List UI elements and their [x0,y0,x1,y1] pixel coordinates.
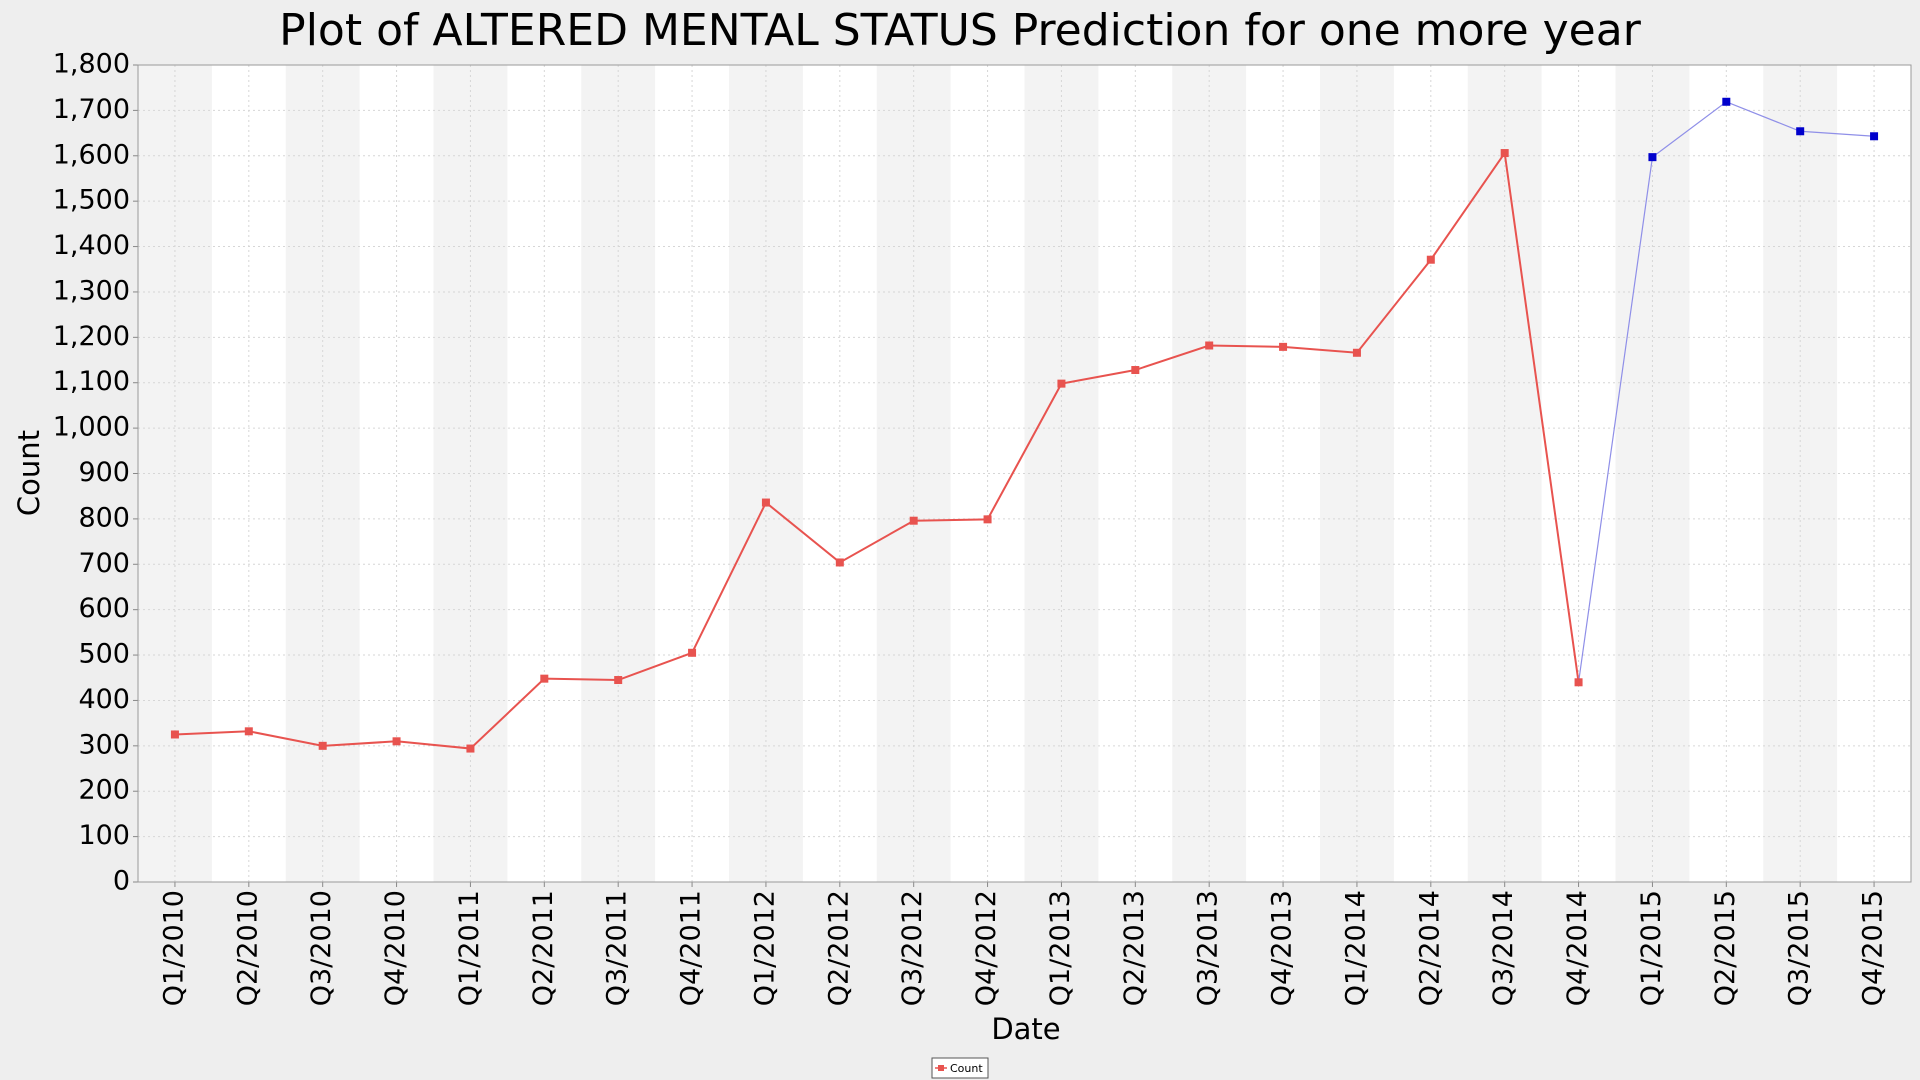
y-tick-label: 1,300 [53,275,130,306]
point [1131,366,1140,375]
x-tick-label: Q3/2012 [897,890,928,1006]
point [392,737,401,746]
point [1057,379,1066,388]
x-tick-label: Q2/2015 [1710,890,1741,1006]
x-tick-label: Q2/2014 [1414,890,1445,1006]
x-tick-label: Q4/2013 [1267,890,1298,1006]
point [1352,348,1361,357]
point [1279,342,1288,351]
x-axis-label: Date [991,1012,1060,1046]
x-tick-label: Q1/2015 [1636,890,1667,1006]
point [1500,149,1509,158]
legend-marker [938,1065,944,1071]
series-line [1652,101,1875,158]
category-band [729,65,803,882]
point [1722,97,1731,106]
point [1426,255,1435,264]
point [909,516,918,525]
x-tick-label: Q4/2014 [1562,890,1593,1006]
point [540,674,549,683]
point [244,727,253,736]
x-tick-label: Q3/2010 [306,890,337,1006]
y-tick-label: 600 [78,593,130,624]
x-tick-label: Q1/2013 [1045,890,1076,1006]
x-tick-label: Q3/2015 [1784,890,1815,1006]
x-tick-label: Q3/2011 [602,890,633,1006]
y-tick-label: 1,600 [53,139,130,170]
series-connector [1577,157,1654,683]
y-tick-label: 800 [78,502,130,533]
x-tick-label: Q1/2010 [158,890,189,1006]
x-tick-label: Q2/2010 [232,890,263,1006]
y-tick-label: 1,700 [53,94,130,125]
x-tick-label: Q4/2011 [676,890,707,1006]
x-tick-label: Q3/2013 [1193,890,1224,1006]
y-tick-label: 300 [78,729,130,760]
y-tick-label: 1,200 [53,321,130,352]
point [835,558,844,567]
y-tick-label: 1,800 [53,49,130,80]
y-tick-label: 1,500 [53,185,130,216]
x-tick-label: Q2/2013 [1119,890,1150,1006]
point [466,744,475,753]
y-tick-label: 1,400 [53,230,130,261]
point [761,498,770,507]
y-tick-label: 1,000 [53,412,130,443]
plot-border [137,64,1912,883]
x-tick-label: Q2/2012 [823,890,854,1006]
legend-label: Count [950,1062,983,1075]
legend-box [931,1057,989,1079]
y-tick-label: 0 [113,866,130,897]
y-tick-label: 700 [78,548,130,579]
x-tick-label: Q2/2011 [528,890,559,1006]
point [983,515,992,524]
point [318,741,327,750]
point [1648,153,1657,162]
x-tick-label: Q4/2010 [380,890,411,1006]
x-tick-label: Q1/2012 [749,890,780,1006]
x-tick-label: Q4/2012 [971,890,1002,1006]
y-tick-label: 200 [78,775,130,806]
point [1870,132,1879,141]
point [1796,127,1805,136]
y-tick-label: 900 [78,457,130,488]
category-band [1024,65,1099,882]
category-band [1320,65,1394,882]
x-tick-label: Q1/2014 [1340,890,1371,1006]
x-tick-label: Q4/2015 [1858,890,1889,1006]
y-tick-label: 100 [78,820,130,851]
point [614,676,623,685]
series-line [174,150,1580,750]
y-axis-label: Count [12,430,46,516]
x-tick-label: Q1/2011 [454,890,485,1006]
point [688,648,697,657]
y-tick-label: 1,100 [53,366,130,397]
y-tick-label: 500 [78,639,130,670]
point [1205,341,1214,350]
point [170,730,179,739]
y-tick-label: 400 [78,684,130,715]
point [1574,678,1583,687]
x-tick-label: Q3/2014 [1488,890,1519,1006]
chart-title: Plot of ALTERED MENTAL STATUS Prediction… [279,5,1642,56]
